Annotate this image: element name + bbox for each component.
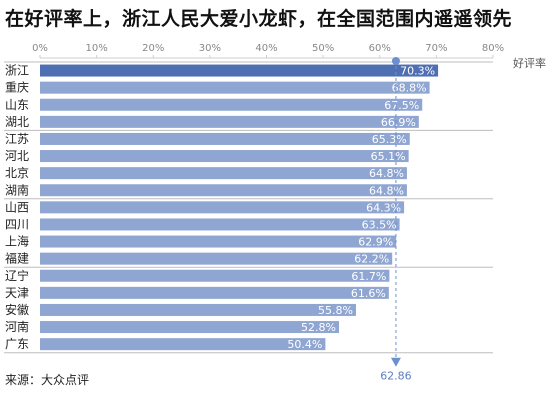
value-label: 64.8% — [369, 184, 404, 197]
bar — [40, 286, 389, 299]
bar — [40, 218, 400, 231]
value-label: 52.8% — [301, 321, 336, 334]
category-label: 福建 — [5, 251, 29, 266]
chart-title: 在好评率上，浙江人民大爱小龙虾，在全国范围内遥遥领先 — [5, 8, 513, 30]
value-label: 61.7% — [351, 270, 386, 283]
reference-line-start-dot — [391, 57, 400, 65]
x-tick-label: 80% — [482, 43, 504, 54]
x-tick-label: 30% — [199, 43, 221, 54]
value-label: 62.9% — [358, 236, 393, 249]
x-axis-title: 好评率 — [513, 56, 546, 70]
category-label: 重庆 — [5, 81, 29, 95]
bar — [40, 115, 419, 128]
value-label: 64.8% — [369, 167, 404, 180]
category-label: 河南 — [5, 319, 29, 334]
value-label: 68.8% — [392, 82, 427, 95]
bar — [40, 201, 405, 214]
bar — [40, 132, 410, 145]
bar — [40, 167, 407, 180]
x-tick-label: 10% — [86, 43, 108, 54]
bar — [40, 269, 390, 282]
value-label: 63.5% — [362, 218, 397, 231]
value-label: 67.5% — [384, 99, 419, 112]
bar — [40, 235, 397, 248]
bar — [40, 150, 409, 163]
category-label: 广东 — [5, 337, 29, 351]
value-label: 55.8% — [318, 304, 353, 317]
value-label: 65.3% — [372, 133, 407, 146]
bar — [40, 81, 430, 94]
category-label: 辽宁 — [5, 268, 29, 283]
bar — [40, 98, 423, 111]
x-tick-label: 20% — [142, 43, 164, 54]
category-label: 四川 — [5, 217, 29, 231]
bar — [40, 184, 407, 197]
x-tick-label: 60% — [369, 43, 391, 54]
bar — [40, 338, 326, 351]
category-label: 安徽 — [5, 302, 29, 317]
source-note: 来源：大众点评 — [5, 373, 90, 387]
category-label: 江苏 — [5, 132, 29, 146]
reference-line-arrow — [390, 357, 401, 367]
x-tick-label: 40% — [255, 43, 277, 54]
value-label: 70.3% — [400, 65, 435, 78]
category-label: 山西 — [5, 200, 29, 214]
category-label: 浙江 — [5, 64, 29, 78]
bar — [40, 321, 339, 334]
value-label: 65.1% — [371, 150, 406, 163]
x-tick-label: 50% — [312, 43, 334, 54]
category-label: 湖南 — [5, 182, 29, 197]
x-tick-label: 0% — [32, 43, 48, 54]
value-label: 66.9% — [381, 116, 416, 129]
category-label: 河北 — [5, 149, 29, 163]
x-tick-label: 70% — [425, 43, 447, 54]
value-label: 61.6% — [351, 287, 386, 300]
category-label: 天津 — [5, 286, 29, 300]
category-label: 北京 — [5, 166, 29, 180]
bar — [40, 303, 356, 316]
category-label: 山东 — [5, 98, 29, 112]
category-label: 上海 — [5, 234, 29, 249]
category-label: 湖北 — [5, 114, 29, 129]
value-label: 50.4% — [287, 338, 322, 351]
bar — [40, 252, 393, 265]
value-label: 64.3% — [366, 201, 401, 214]
reference-line-label: 62.86 — [380, 370, 412, 383]
value-label: 62.2% — [354, 253, 389, 266]
bar — [40, 64, 439, 77]
